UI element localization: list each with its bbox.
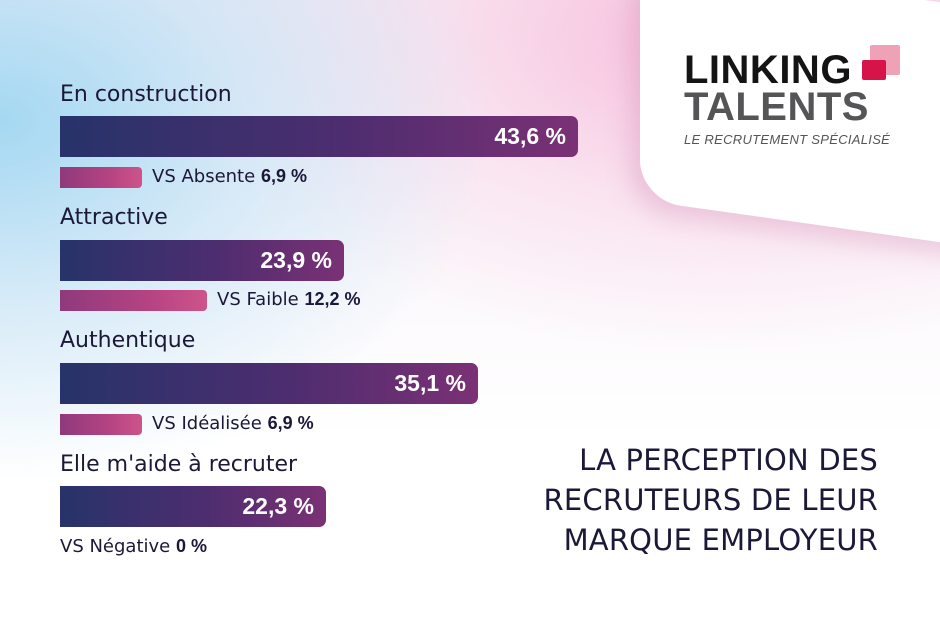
vs-prefix: VS Faible xyxy=(217,289,299,310)
category-label: Authentique xyxy=(60,328,196,353)
bar-positive: 22,3 % xyxy=(60,486,326,527)
logo-line2: TALENTS xyxy=(684,85,869,129)
title-line: LA PERCEPTION DES xyxy=(579,443,878,477)
logo-square-dark xyxy=(862,60,886,80)
vs-prefix: VS Idéalisée xyxy=(152,413,262,434)
logo-tagline: LE RECRUTEMENT SPÉCIALISÉ xyxy=(684,132,891,147)
vs-value: 12,2 % xyxy=(304,289,361,309)
bar-negative xyxy=(60,167,142,188)
logo: LINKING TALENTS LE RECRUTEMENT SPÉCIALIS… xyxy=(684,48,891,147)
category-label: Elle m'aide à recruter xyxy=(60,452,298,477)
vs-value: 0 % xyxy=(175,536,208,556)
title-line: MARQUE EMPLOYEUR xyxy=(563,523,878,557)
bar-negative xyxy=(60,290,207,311)
bar-value: 23,9 % xyxy=(260,247,332,273)
bar-value: 22,3 % xyxy=(242,493,314,519)
chart-title: LA PERCEPTION DES RECRUTEURS DE LEUR MAR… xyxy=(544,440,878,560)
category-label: En construction xyxy=(60,82,232,107)
vs-value: 6,9 % xyxy=(260,166,307,186)
bar-positive: 43,6 % xyxy=(60,116,578,157)
vs-value: 6,9 % xyxy=(267,413,314,433)
vs-prefix: VS Négative xyxy=(60,536,171,557)
vs-prefix: VS Absente xyxy=(152,166,256,187)
bar-value: 43,6 % xyxy=(494,123,566,149)
bar-positive: 35,1 % xyxy=(60,363,478,404)
vs-label: VS Absente 6,9 % xyxy=(152,166,307,187)
title-line: RECRUTEURS DE LEUR xyxy=(543,483,878,517)
vs-label: VS Négative 0 % xyxy=(60,536,207,557)
vs-label: VS Faible 12,2 % xyxy=(217,289,360,310)
bar-negative xyxy=(60,414,142,435)
bar-positive: 23,9 % xyxy=(60,240,344,281)
vs-label: VS Idéalisée 6,9 % xyxy=(152,413,314,434)
logo-line1: LINKING xyxy=(684,48,852,92)
category-label: Attractive xyxy=(60,205,168,230)
bar-value: 35,1 % xyxy=(394,370,466,396)
